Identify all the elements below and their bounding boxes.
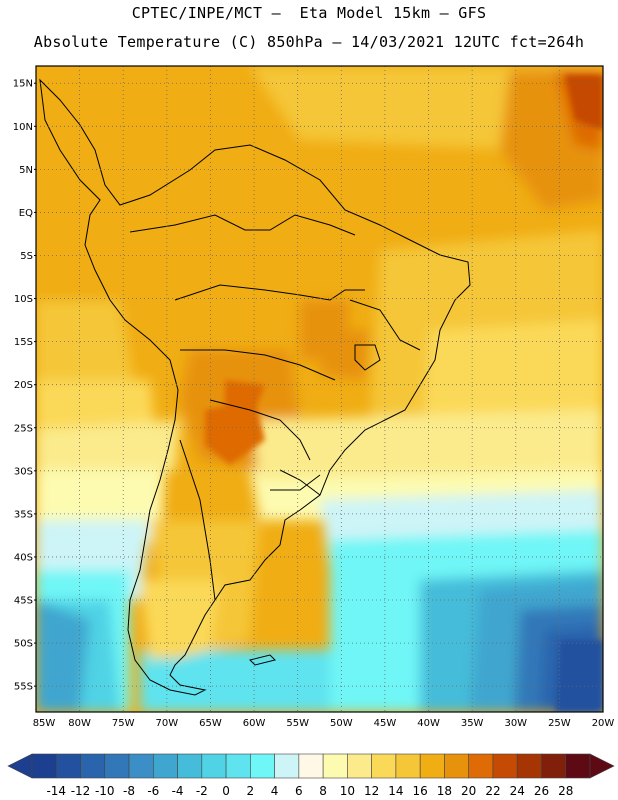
colorbar-swatch xyxy=(565,753,591,779)
latitude-label: 10N xyxy=(13,122,33,133)
colorbar-label: 12 xyxy=(364,784,379,798)
longitude-label: 70W xyxy=(156,718,179,729)
colorbar xyxy=(7,753,615,779)
longitude-label: 65W xyxy=(199,718,222,729)
temperature-field xyxy=(36,66,603,712)
colorbar-labels: -14 -12 -10 -8 -6 -4 -2 0 2 4 6 8 10 12 14 16 18 20 22 24 26… xyxy=(46,784,573,798)
colorbar-label: -14 xyxy=(46,784,66,798)
latitude-label: 5S xyxy=(20,251,33,262)
colorbar-label: 6 xyxy=(295,784,303,798)
longitude-label: 85W xyxy=(33,718,56,729)
latitude-label: 20S xyxy=(14,380,33,391)
colorbar-label: 0 xyxy=(222,784,230,798)
colorbar-swatch xyxy=(322,753,348,779)
colorbar-swatch xyxy=(371,753,397,779)
coastline-boundaries xyxy=(39,78,471,696)
map-title-line-2: Absolute Temperature (C) 850hPa — 14/03/… xyxy=(33,33,585,51)
colorbar-label: 2 xyxy=(247,784,255,798)
latitude-label: 40S xyxy=(14,552,33,563)
colorbar-label: 4 xyxy=(271,784,279,798)
latitude-labels: 15N 10N 5N EQ 5S 10S 15S 20S 25S 30S 35S 40S 45S 50S 5… xyxy=(13,79,36,693)
colorbar-label: 28 xyxy=(558,784,573,798)
colorbar-swatch xyxy=(55,753,81,779)
longitude-label: 25W xyxy=(548,718,571,729)
colorbar-over-triangle xyxy=(589,753,615,779)
latitude-label: 15N xyxy=(13,79,33,90)
longitude-label: 40W xyxy=(417,718,440,729)
colorbar-label: 8 xyxy=(319,784,327,798)
colorbar-swatch xyxy=(274,753,300,779)
colorbar-label: 14 xyxy=(388,784,403,798)
colorbar-swatch xyxy=(468,753,494,779)
latitude-label: 30S xyxy=(14,466,33,477)
latitude-label: 50S xyxy=(14,639,33,650)
colorbar-label: -10 xyxy=(95,784,115,798)
colorbar-swatch xyxy=(395,753,421,779)
colorbar-swatch xyxy=(201,753,227,779)
colorbar-label: 22 xyxy=(485,784,500,798)
colorbar-swatch xyxy=(128,753,154,779)
colorbar-swatch xyxy=(31,753,57,779)
map-title-line-1: CPTEC/INPE/MCT — Eta Model 15km — GFS xyxy=(131,4,487,22)
colorbar-label: 18 xyxy=(437,784,452,798)
latitude-label: 5N xyxy=(19,165,33,176)
longitude-label: 35W xyxy=(461,718,484,729)
colorbar-swatch xyxy=(516,753,542,779)
map-graticule xyxy=(36,66,604,712)
longitude-label: 30W xyxy=(504,718,527,729)
colorbar-swatch xyxy=(225,753,251,779)
colorbar-label: 26 xyxy=(534,784,549,798)
longitude-label: 80W xyxy=(68,718,91,729)
longitude-label: 20W xyxy=(592,718,615,729)
colorbar-swatch xyxy=(153,753,178,779)
longitude-label: 45W xyxy=(374,718,397,729)
colorbar-swatch xyxy=(80,753,106,779)
longitude-labels: 85W 80W 75W 70W 65W 60W 55W 50W 45W 40W 35W 30W 25W 2… xyxy=(33,718,615,729)
colorbar-swatch xyxy=(444,753,469,779)
colorbar-label: -6 xyxy=(147,784,159,798)
colorbar-label: -2 xyxy=(196,784,208,798)
latitude-label: 35S xyxy=(14,509,33,520)
colorbar-swatch xyxy=(177,753,203,779)
colorbar-swatch xyxy=(541,753,567,779)
colorbar-label: 16 xyxy=(413,784,428,798)
colorbar-swatch xyxy=(347,753,372,779)
longitude-label: 55W xyxy=(286,718,309,729)
colorbar-label: -8 xyxy=(123,784,135,798)
colorbar-label: 20 xyxy=(461,784,476,798)
latitude-label: 25S xyxy=(14,423,33,434)
latitude-label: 55S xyxy=(14,682,33,693)
latitude-label: 10S xyxy=(14,294,33,305)
colorbar-swatch xyxy=(419,753,445,779)
map-frame xyxy=(35,65,604,713)
latitude-label: EQ xyxy=(19,208,33,219)
colorbar-label: -12 xyxy=(71,784,91,798)
longitude-label: 60W xyxy=(243,718,266,729)
colorbar-swatch xyxy=(104,753,130,779)
colorbar-label: -4 xyxy=(172,784,184,798)
colorbar-swatch xyxy=(298,753,324,779)
latitude-label: 15S xyxy=(14,337,33,348)
longitude-label: 50W xyxy=(330,718,353,729)
colorbar-label: 10 xyxy=(340,784,355,798)
longitude-label: 75W xyxy=(112,718,135,729)
colorbar-under-triangle xyxy=(7,753,33,779)
colorbar-swatch xyxy=(250,753,275,779)
colorbar-swatch xyxy=(492,753,518,779)
colorbar-label: 24 xyxy=(510,784,525,798)
latitude-label: 45S xyxy=(14,596,33,607)
